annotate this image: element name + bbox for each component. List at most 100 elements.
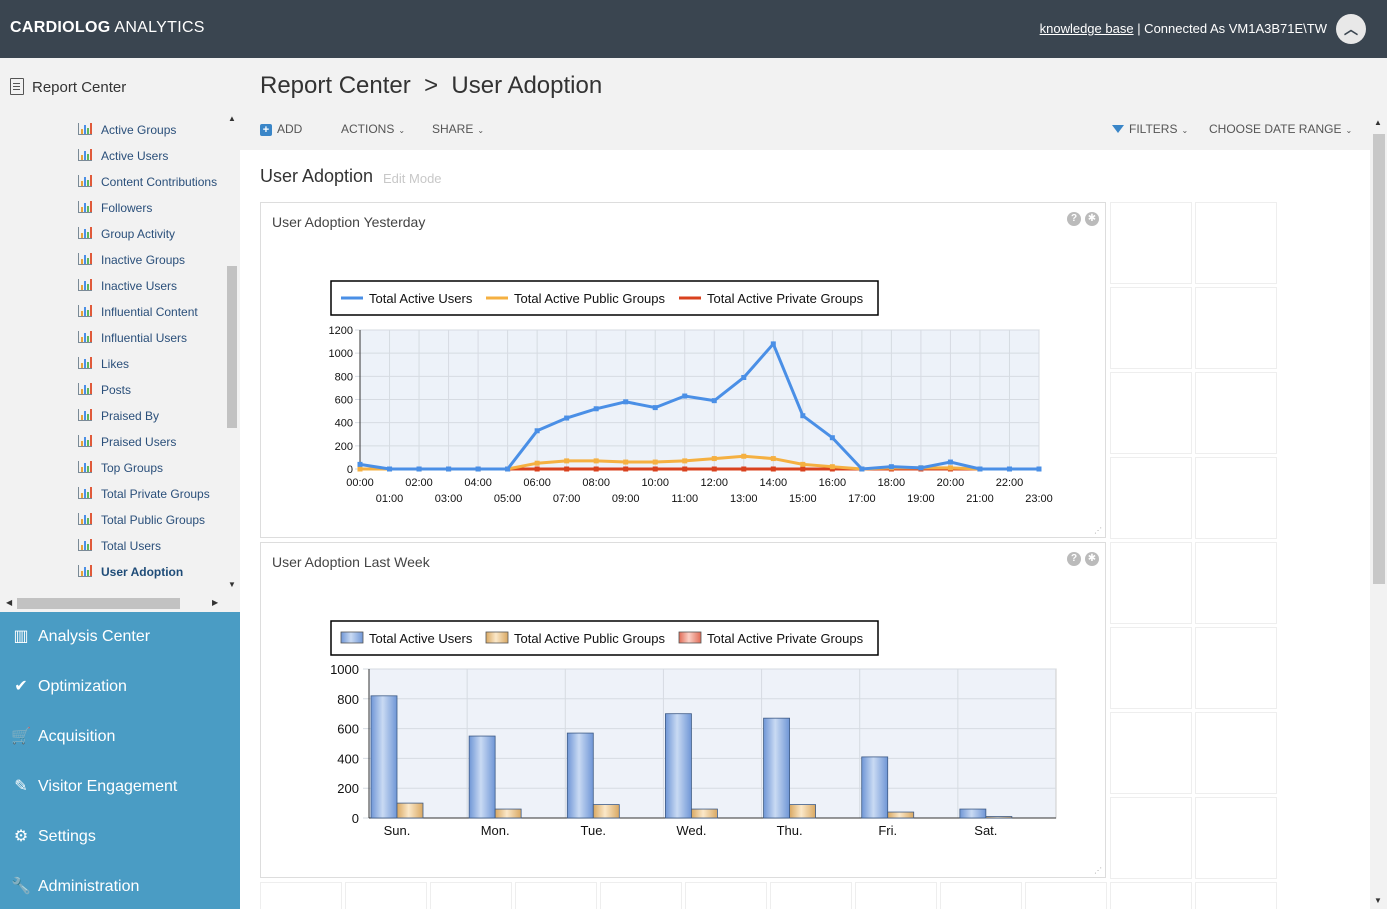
cart-icon: 🛒 [11, 728, 31, 745]
nav-label: Settings [38, 828, 96, 845]
data-point [947, 459, 953, 465]
wrench-icon: 🔧 [11, 878, 31, 895]
empty-widget-slot[interactable] [1195, 882, 1277, 909]
tree-horizontal-scroll-thumb[interactable] [17, 598, 180, 609]
tree-item-posts[interactable]: Posts [78, 383, 131, 401]
gear-icon[interactable]: ✱ [1085, 212, 1099, 226]
scroll-down-arrow-icon[interactable]: ▼ [1374, 896, 1382, 905]
data-point [711, 456, 717, 462]
tree-item-label: Total Public Groups [101, 513, 206, 527]
tree-item-inactive-users[interactable]: Inactive Users [78, 279, 177, 297]
date-range-dropdown[interactable]: CHOOSE DATE RANGE ⌄ [1209, 122, 1353, 136]
tree-item-user-adoption[interactable]: User Adoption [78, 565, 183, 583]
empty-widget-slot[interactable] [1110, 627, 1192, 709]
resize-handle-icon[interactable]: ⋰ [1094, 526, 1102, 535]
actions-dropdown[interactable]: ACTIONS ⌄ [341, 122, 406, 136]
x-tick-label: 00:00 [346, 477, 374, 489]
help-icon[interactable]: ? [1067, 212, 1081, 226]
empty-widget-slot[interactable] [1110, 797, 1192, 879]
scroll-up-arrow-icon[interactable]: ▲ [228, 114, 236, 123]
data-point [741, 374, 747, 380]
x-tick-label: 09:00 [612, 493, 640, 505]
x-tick-label: 23:00 [1025, 493, 1053, 505]
nav-administration[interactable]: 🔧 Administration [10, 874, 139, 900]
empty-widget-slot[interactable] [1195, 372, 1277, 454]
tree-scroll-thumb[interactable] [227, 266, 237, 428]
tree-item-total-users[interactable]: Total Users [78, 539, 161, 557]
empty-widget-slot[interactable] [1195, 542, 1277, 624]
nav-optimization[interactable]: ✔ Optimization [10, 674, 127, 700]
tree-item-followers[interactable]: Followers [78, 201, 152, 219]
empty-widget-slot[interactable] [685, 882, 767, 909]
legend-label: Total Active Users [369, 631, 473, 646]
empty-widget-slot[interactable] [1195, 712, 1277, 794]
data-point [800, 466, 806, 472]
bar [592, 804, 620, 819]
nav-visitor-engagement[interactable]: ✎ Visitor Engagement [10, 774, 177, 800]
tree-item-group-activity[interactable]: Group Activity [78, 227, 175, 245]
empty-widget-slot[interactable] [1110, 372, 1192, 454]
empty-widget-slot[interactable] [515, 882, 597, 909]
data-point [652, 466, 658, 472]
x-tick-label: 12:00 [700, 477, 728, 489]
scroll-up-arrow-icon[interactable]: ▲ [1374, 118, 1382, 127]
nav-analysis-center[interactable]: ▥ Analysis Center [10, 624, 150, 650]
gear-icon[interactable]: ✱ [1085, 552, 1099, 566]
tree-item-praised-users[interactable]: Praised Users [78, 435, 176, 453]
data-point [711, 466, 717, 472]
help-icon[interactable]: ? [1067, 552, 1081, 566]
empty-widget-slot[interactable] [1110, 457, 1192, 539]
y-tick-label: 1200 [329, 325, 353, 337]
empty-widget-slot[interactable] [1025, 882, 1107, 909]
tree-item-praised-by[interactable]: Praised By [78, 409, 159, 427]
tree-item-likes[interactable]: Likes [78, 357, 129, 375]
tree-item-content-contributions[interactable]: Content Contributions [78, 175, 217, 193]
nav-acquisition[interactable]: 🛒 Acquisition [10, 724, 115, 750]
empty-widget-slot[interactable] [1110, 542, 1192, 624]
data-point [564, 458, 570, 464]
empty-widget-slot[interactable] [260, 882, 342, 909]
empty-widget-slot[interactable] [430, 882, 512, 909]
empty-widget-slot[interactable] [1110, 287, 1192, 369]
empty-widget-slot[interactable] [770, 882, 852, 909]
tree-item-top-groups[interactable]: Top Groups [78, 461, 163, 479]
nav-label: Analysis Center [38, 628, 151, 645]
knowledge-base-link[interactable]: knowledge base [1039, 21, 1134, 36]
add-button[interactable]: + ADD [260, 122, 302, 136]
empty-widget-slot[interactable] [1195, 797, 1277, 879]
x-tick-label: Sat. [974, 823, 997, 838]
empty-widget-slot[interactable] [345, 882, 427, 909]
tree-item-inactive-groups[interactable]: Inactive Groups [78, 253, 185, 271]
empty-widget-slot[interactable] [1195, 627, 1277, 709]
tree-item-influential-content[interactable]: Influential Content [78, 305, 198, 323]
empty-widget-slot[interactable] [855, 882, 937, 909]
resize-handle-icon[interactable]: ⋰ [1094, 866, 1102, 875]
report-center-heading[interactable]: Report Center [10, 78, 126, 96]
empty-widget-slot[interactable] [1195, 202, 1277, 284]
empty-widget-slot[interactable] [1110, 202, 1192, 284]
tree-item-total-private-groups[interactable]: Total Private Groups [78, 487, 210, 505]
tree-item-active-users[interactable]: Active Users [78, 149, 168, 167]
scroll-right-arrow-icon[interactable]: ▶ [212, 598, 219, 607]
bar [566, 732, 594, 819]
x-tick-label: 14:00 [760, 477, 788, 489]
scroll-left-arrow-icon[interactable]: ◀ [6, 598, 13, 607]
share-dropdown[interactable]: SHARE ⌄ [432, 122, 485, 136]
edit-mode-link[interactable]: Edit Mode [383, 171, 442, 186]
empty-widget-slot[interactable] [940, 882, 1022, 909]
tree-item-active-groups[interactable]: Active Groups [78, 123, 176, 141]
empty-widget-slot[interactable] [600, 882, 682, 909]
scroll-down-arrow-icon[interactable]: ▼ [228, 580, 236, 589]
bar [887, 811, 915, 819]
empty-widget-slot[interactable] [1195, 457, 1277, 539]
empty-widget-slot[interactable] [1110, 882, 1192, 909]
tree-item-total-public-groups[interactable]: Total Public Groups [78, 513, 205, 531]
data-point [564, 466, 570, 472]
tree-item-influential-users[interactable]: Influential Users [78, 331, 187, 349]
empty-widget-slot[interactable] [1195, 287, 1277, 369]
collapse-header-button[interactable]: ︿ [1336, 14, 1366, 44]
nav-settings[interactable]: ⚙ Settings [10, 824, 96, 850]
filters-dropdown[interactable]: FILTERS ⌄ [1112, 122, 1188, 136]
main-scroll-thumb[interactable] [1373, 134, 1385, 584]
empty-widget-slot[interactable] [1110, 712, 1192, 794]
